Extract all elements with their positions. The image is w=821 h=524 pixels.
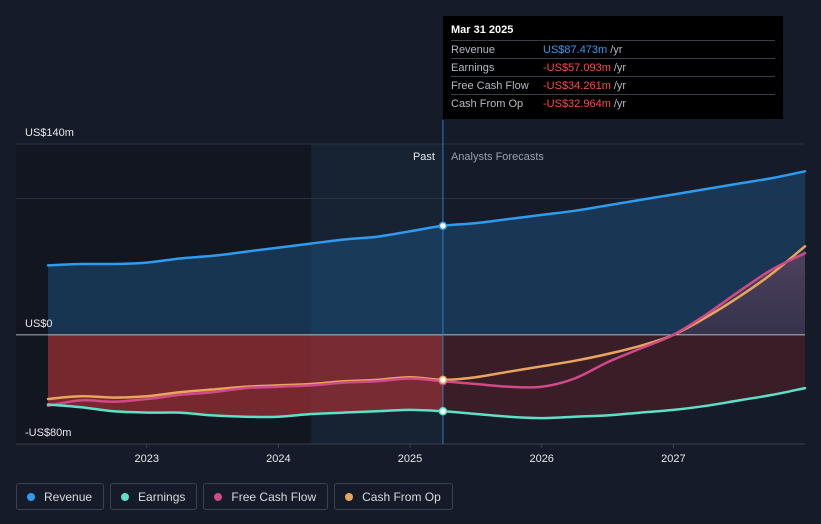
tooltip-row: Cash From Op -US$32.964m/yr [451,94,775,112]
series-line-free-cash-flow [46,251,807,408]
series-line-earnings [46,386,807,420]
legend: Revenue Earnings Free Cash Flow Cash From O… [16,483,453,510]
legend-item-cash-from-op[interactable]: Cash From Op [334,483,453,510]
tooltip-unit: /yr [610,43,623,56]
y-tick-label: -US$80m [25,427,71,439]
y-tick-label: US$140m [25,127,74,139]
legend-label: Revenue [44,489,93,504]
tooltip-unit: /yr [613,79,627,92]
legend-item-earnings[interactable]: Earnings [110,483,198,510]
earnings-past-area [48,334,443,418]
legend-item-revenue[interactable]: Revenue [16,483,105,510]
past-label: Past [413,151,435,163]
x-tick-label: 2027 [661,453,685,465]
tooltip-row: Earnings -US$57.093m/yr [451,58,775,76]
revenue-area [48,171,805,335]
marker-cash-from-op [438,375,448,385]
marker-revenue [438,221,448,231]
series-line-revenue [46,170,807,267]
marker-earnings [438,407,448,416]
legend-label: Free Cash Flow [231,489,317,504]
earnings-forecast-area [442,334,805,419]
legend-dot-icon [345,492,354,501]
x-tick-label: 2026 [529,453,553,465]
tooltip-value: -US$34.261m [543,79,611,92]
tooltip-value: -US$57.093m [543,61,611,74]
tooltip-label: Cash From Op [451,97,524,110]
tooltip-unit: /yr [613,61,627,74]
legend-dot-icon [27,492,35,501]
tooltip-label: Earnings [451,61,495,74]
tooltip-row: Revenue US$87.473m/yr [451,40,775,58]
tooltip-value: -US$32.964m [543,97,611,110]
forecast-label: Analysts Forecasts [451,151,544,163]
tooltip: Mar 31 2025 Revenue US$87.473m/yr Earnings… [443,16,783,119]
legend-dot-icon [214,492,223,501]
tooltip-unit: /yr [613,97,627,110]
tooltip-label: Revenue [451,43,496,56]
tooltip-value: US$87.473m [543,43,608,56]
tooltip-row: Free Cash Flow -US$34.261m/yr [451,76,775,94]
tooltip-date: Mar 31 2025 [451,24,514,36]
legend-label: Earnings [138,489,186,504]
x-tick-label: 2023 [134,453,158,465]
legend-item-free-cash-flow[interactable]: Free Cash Flow [203,483,329,510]
x-tick-label: 2024 [266,453,290,465]
legend-dot-icon [121,492,130,501]
tooltip-label: Free Cash Flow [451,79,529,92]
y-tick-label: US$0 [25,318,53,330]
x-tick-label: 2025 [398,453,422,465]
legend-label: Cash From Op [362,489,441,504]
